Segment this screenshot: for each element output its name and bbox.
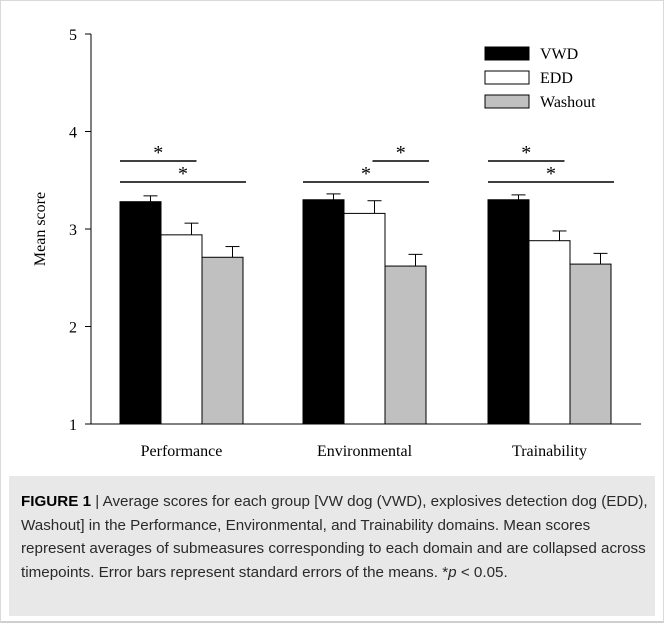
x-tick-label: Environmental xyxy=(317,443,413,460)
bar-vwd-trainability xyxy=(487,199,530,425)
chart-significance: * * * * * * xyxy=(120,142,614,185)
bar-chart: 1 2 3 4 5 Mean score Performance Environmental T… xyxy=(32,27,641,460)
chart-axes: 1 2 3 4 5 Mean score Performance Environmental T… xyxy=(32,27,641,460)
bar-edd-performance xyxy=(160,234,203,425)
bar-edd-trainability xyxy=(528,240,571,425)
y-axis-label: Mean score xyxy=(32,192,49,266)
significance-star-lower: * xyxy=(178,163,188,185)
significance-star-upper: * xyxy=(396,142,406,164)
y-tick-label: 4 xyxy=(69,125,77,142)
caption-body: | Average scores for each group [VW dog … xyxy=(21,493,648,581)
x-tick-label: Trainability xyxy=(512,443,587,460)
bar-washout-environmental xyxy=(384,265,427,425)
figure-caption: FIGURE 1 | Average scores for each group… xyxy=(9,476,655,616)
bar-vwd-environmental xyxy=(302,199,345,425)
legend-label-vwd: VWD xyxy=(540,46,578,63)
chart-bars xyxy=(119,199,612,425)
legend-swatch-vwd xyxy=(484,46,530,61)
y-tick-label: 3 xyxy=(69,222,77,239)
bar-edd-environmental xyxy=(343,212,386,425)
chart-legend: VWD EDD Washout xyxy=(484,46,596,111)
legend-label-washout: Washout xyxy=(540,94,596,111)
significance-star-lower: * xyxy=(546,163,556,185)
significance-star-upper: * xyxy=(521,142,531,164)
caption-text: FIGURE 1 | Average scores for each group… xyxy=(21,490,651,584)
significance-star-upper: * xyxy=(153,142,163,164)
caption-label: FIGURE 1 xyxy=(21,493,92,510)
bar-vwd-performance xyxy=(119,201,162,425)
caption-body-end: < 0.05. xyxy=(456,563,508,581)
y-tick-label: 2 xyxy=(69,320,77,337)
legend-label-edd: EDD xyxy=(540,70,573,87)
y-tick-label: 5 xyxy=(69,27,77,44)
caption-p-symbol: p xyxy=(448,563,457,581)
legend-swatch-edd xyxy=(484,70,530,85)
chart-error-bars xyxy=(143,193,608,267)
bar-washout-performance xyxy=(201,256,244,425)
x-tick-label: Performance xyxy=(141,443,223,460)
significance-star-lower: * xyxy=(361,163,371,185)
bar-washout-trainability xyxy=(569,263,612,425)
y-tick-label: 1 xyxy=(69,417,77,434)
legend-swatch-washout xyxy=(484,94,530,109)
